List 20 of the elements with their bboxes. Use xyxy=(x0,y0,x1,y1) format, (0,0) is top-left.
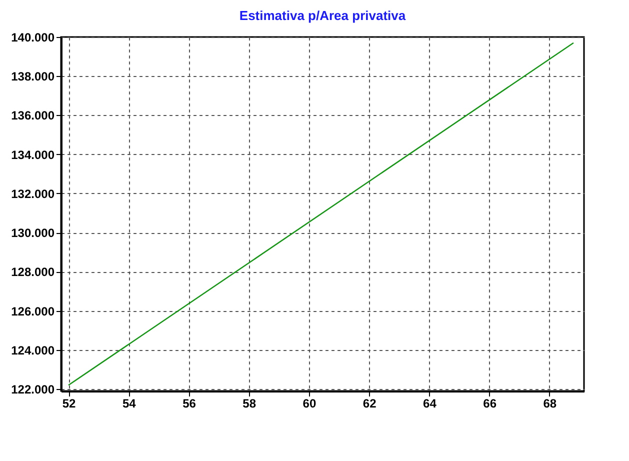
y-tick-label: 134.000 xyxy=(11,148,55,162)
x-tick-label: 62 xyxy=(362,396,377,410)
x-tick-label: 56 xyxy=(182,396,196,410)
x-tick-label: 66 xyxy=(483,396,497,410)
y-tick-label: 140.000 xyxy=(11,30,55,44)
y-tick-label: 136.000 xyxy=(11,108,55,123)
chart-title: Estimativa p/Area privativa xyxy=(239,8,406,23)
y-tick-label: 138.000 xyxy=(11,70,55,84)
x-tick-label: 58 xyxy=(242,396,256,410)
y-tick-label: 130.000 xyxy=(11,226,55,240)
y-tick-label: 126.000 xyxy=(11,304,55,318)
x-tick-label: 68 xyxy=(543,396,557,410)
x-tick-label: 64 xyxy=(423,396,437,410)
x-tick-label: 60 xyxy=(302,396,316,410)
x-tick-label: 52 xyxy=(62,396,76,410)
y-tick-label: 124.000 xyxy=(11,343,55,358)
y-tick-label: 128.000 xyxy=(11,265,55,280)
y-tick-label: 132.000 xyxy=(11,186,55,201)
y-tick-label: 122.000 xyxy=(11,382,55,397)
x-tick-label: 54 xyxy=(122,396,136,410)
